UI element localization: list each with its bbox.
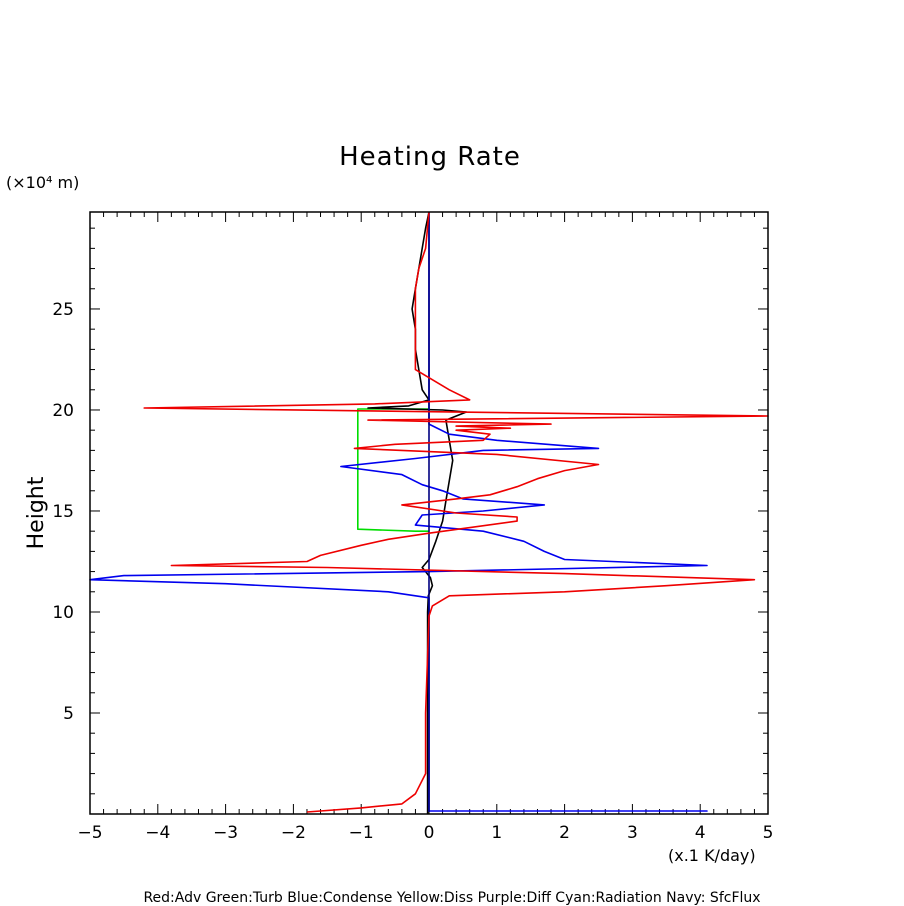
x-tick-label: −1 bbox=[349, 823, 374, 843]
x-tick-label: −3 bbox=[213, 823, 238, 843]
y-tick-labels: 5 10 15 20 25 bbox=[52, 300, 74, 724]
x-tick-label: 4 bbox=[695, 823, 706, 843]
y-tick-label: 25 bbox=[52, 300, 74, 320]
x-tick-labels: −5 −4 −3 −2 −1 0 1 2 3 4 5 bbox=[77, 823, 773, 843]
y-axis-label: Height bbox=[24, 476, 49, 549]
chart-title: Heating Rate bbox=[339, 142, 521, 172]
series-line-black-total bbox=[367, 211, 468, 814]
y-tick-label: 5 bbox=[63, 704, 74, 724]
series-lines bbox=[89, 211, 769, 814]
x-tick-label: 0 bbox=[424, 823, 435, 843]
y-tick-label: 10 bbox=[52, 603, 74, 623]
y-unit-label: (×10⁴ m) bbox=[6, 173, 79, 192]
x-tick-label: 1 bbox=[491, 823, 502, 843]
x-tick-label: 2 bbox=[559, 823, 570, 843]
y-tick-label: 15 bbox=[52, 502, 74, 522]
legend-text: Red:Adv Green:Turb Blue:Condense Yellow:… bbox=[143, 890, 761, 906]
x-tick-label: 3 bbox=[627, 823, 638, 843]
series-line-blue-condense bbox=[89, 212, 708, 812]
series-line-red-adv bbox=[143, 211, 769, 813]
x-tick-label: −2 bbox=[281, 823, 306, 843]
x-tick-label: −5 bbox=[77, 823, 102, 843]
x-unit-label: (x.1 K/day) bbox=[668, 846, 756, 865]
y-tick-label: 20 bbox=[52, 401, 74, 421]
plot-frame bbox=[89, 211, 769, 815]
x-tick-label: 5 bbox=[763, 823, 774, 843]
x-tick-label: −4 bbox=[145, 823, 170, 843]
